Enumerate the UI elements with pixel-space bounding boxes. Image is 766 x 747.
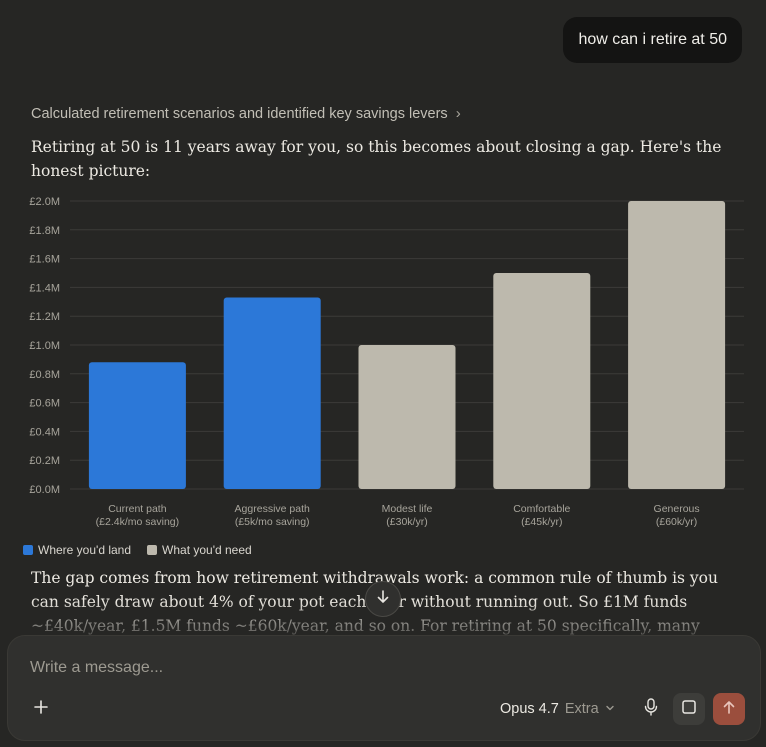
- y-tick-label: £1.2M: [29, 311, 60, 323]
- user-message-text: how can i retire at 50: [578, 31, 727, 48]
- legend-label-land: Where you'd land: [38, 543, 132, 557]
- stop-button[interactable]: [673, 693, 705, 725]
- y-tick-label: £0.6M: [29, 398, 60, 410]
- microphone-icon: [643, 697, 659, 721]
- x-category-label: (£30k/yr): [386, 516, 427, 528]
- chart-legend: Where you'd land What you'd need: [23, 543, 252, 557]
- thinking-summary-text: Calculated retirement scenarios and iden…: [31, 105, 448, 122]
- x-category-label: Comfortable: [513, 503, 570, 515]
- message-input[interactable]: [28, 658, 632, 678]
- chevron-down-icon: [605, 701, 615, 717]
- x-category-label: Current path: [108, 503, 167, 515]
- bar-2[interactable]: [358, 345, 456, 489]
- stop-square-icon: [681, 699, 697, 720]
- voice-input-button[interactable]: [638, 695, 664, 723]
- y-tick-label: £1.8M: [29, 225, 60, 237]
- legend-item-land: Where you'd land: [23, 543, 131, 557]
- y-tick-label: £0.4M: [29, 426, 60, 438]
- arrow-up-icon: [722, 700, 736, 719]
- add-attachment-button[interactable]: [28, 696, 54, 722]
- arrow-down-icon: [376, 589, 390, 609]
- y-tick-label: £0.2M: [29, 455, 60, 467]
- scroll-to-bottom-button[interactable]: [365, 581, 401, 617]
- legend-label-need: What you'd need: [162, 543, 252, 557]
- x-category-label: (£45k/yr): [521, 516, 562, 528]
- x-category-label: Generous: [654, 503, 700, 515]
- y-tick-label: £0.8M: [29, 369, 60, 381]
- send-button[interactable]: [713, 693, 745, 725]
- y-tick-label: £1.6M: [29, 254, 60, 266]
- x-category-label: (£2.4k/mo saving): [96, 516, 179, 528]
- y-tick-label: £1.0M: [29, 340, 60, 352]
- thinking-summary-toggle[interactable]: Calculated retirement scenarios and iden…: [31, 105, 461, 122]
- y-tick-label: £2.0M: [29, 196, 60, 208]
- y-tick-label: £0.0M: [29, 484, 60, 496]
- bar-0[interactable]: [88, 362, 186, 489]
- bar-4[interactable]: [628, 201, 726, 489]
- legend-item-need: What you'd need: [147, 543, 252, 557]
- model-mode: Extra: [564, 701, 599, 717]
- bar-1[interactable]: [223, 297, 321, 489]
- x-category-label: Modest life: [382, 503, 433, 515]
- chart-svg: £0.0M £0.2M £0.4M £0.6M £0.8M £1.0M £1.2M £1.4M…: [29, 196, 744, 528]
- model-name: Opus 4.7: [500, 701, 559, 717]
- chart-labels: £0.0M £0.2M £0.4M £0.6M £0.8M £1.0M £1.2M £1.4M…: [29, 196, 699, 528]
- chart-bars: [88, 201, 726, 489]
- retirement-chart: £0.0M £0.2M £0.4M £0.6M £0.8M £1.0M £1.2M £1.4M…: [0, 190, 766, 540]
- plus-icon: [34, 699, 48, 719]
- y-tick-label: £1.4M: [29, 282, 60, 294]
- user-message-bubble: how can i retire at 50: [563, 17, 742, 63]
- message-composer: Opus 4.7 Extra: [7, 635, 761, 741]
- x-category-label: (£60k/yr): [656, 516, 697, 528]
- x-category-label: Aggressive path: [235, 503, 310, 515]
- legend-swatch-need: [147, 545, 158, 555]
- bar-3[interactable]: [493, 273, 591, 489]
- x-category-label: (£5k/mo saving): [235, 516, 310, 528]
- model-selector[interactable]: Opus 4.7 Extra: [500, 696, 615, 722]
- legend-swatch-land: [23, 545, 33, 555]
- chevron-right-icon: ›: [455, 105, 461, 122]
- response-paragraph-1: Retiring at 50 is 11 years away for you,…: [31, 138, 722, 180]
